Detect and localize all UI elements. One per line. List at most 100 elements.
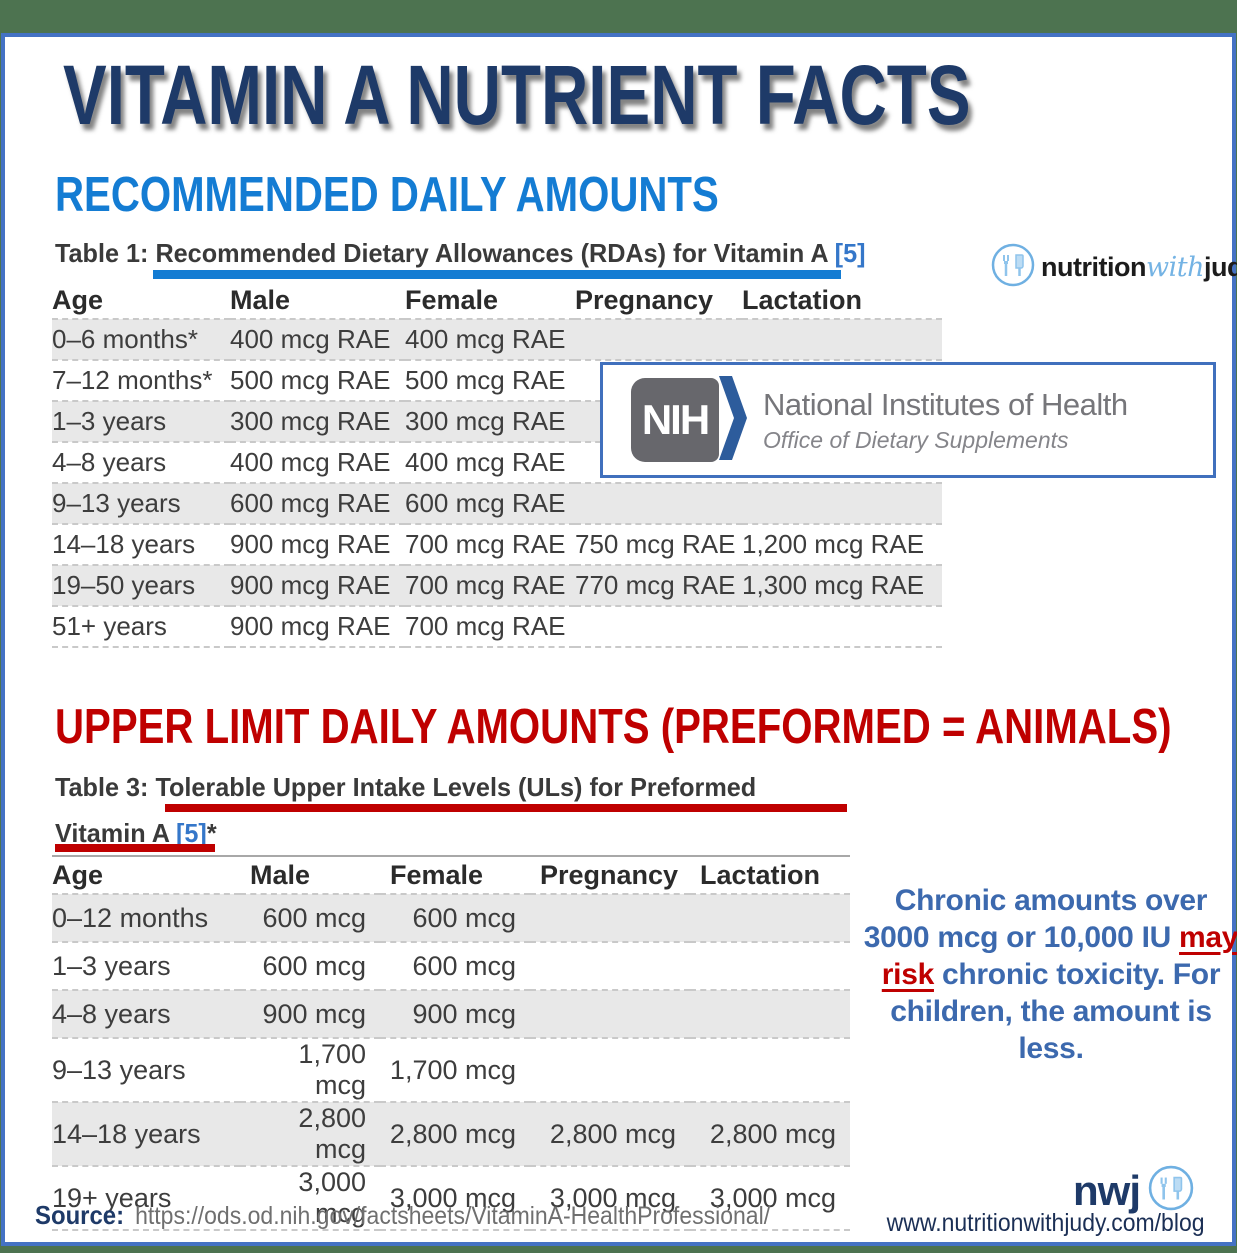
table3-title-line2: Vitamin A [5]*	[55, 818, 217, 849]
value-cell: 3,000 mcg	[240, 1165, 380, 1231]
value-cell: 600 mcg	[380, 893, 530, 942]
value-cell: 600 mcg	[380, 941, 530, 990]
source-label: Source:	[35, 1200, 125, 1230]
table1-title-main: Recommended Dietary Allowances (RDAs) fo…	[155, 238, 835, 268]
table3-title-underline-bar-2	[55, 844, 215, 852]
value-cell	[530, 941, 690, 990]
value-cell: 2,800 mcg	[530, 1101, 690, 1166]
value-cell: 2,800 mcg	[690, 1101, 850, 1166]
table-row: 9–13 years 600 mcg RAE 600 mcg RAE	[52, 482, 942, 524]
section-heading-recommended: RECOMMENDED DAILY AMOUNTS	[55, 168, 719, 222]
table-row: 0–6 months* 400 mcg RAE 400 mcg RAE	[52, 318, 942, 360]
age-cell: 19+ years	[52, 1165, 240, 1231]
brand-wordmark: nutritionwithjudy	[1041, 252, 1237, 283]
value-cell: 2,800 mcg	[240, 1101, 380, 1166]
nih-org-name: National Institutes of Health	[763, 386, 1128, 422]
table-row: 9–13 years 1,700 mcg 1,700 mcg	[52, 1037, 850, 1102]
value-cell: 900 mcg	[380, 989, 530, 1038]
table-row: 51+ years 900 mcg RAE 700 mcg RAE	[52, 605, 942, 648]
value-cell: 500 mcg RAE	[230, 359, 405, 401]
value-cell: 1,200 mcg RAE	[742, 523, 942, 565]
column-header: Lactation	[742, 285, 863, 315]
age-cell: 19–50 years	[52, 564, 230, 606]
value-cell: 1,700 mcg	[240, 1037, 380, 1102]
value-cell: 1,300 mcg RAE	[742, 564, 942, 606]
table3-title-line1: Table 3: Tolerable Upper Intake Levels (…	[55, 772, 756, 803]
table1-title: Table 1: Recommended Dietary Allowances …	[55, 238, 866, 269]
column-header: Age	[52, 855, 240, 894]
table-row: 0–12 months 600 mcg 600 mcg	[52, 893, 850, 942]
age-cell: 9–13 years	[52, 1037, 240, 1102]
value-cell	[690, 1037, 850, 1102]
table-row: 4–8 years 900 mcg 900 mcg	[52, 989, 850, 1038]
table-row: 19+ years 3,000 mcg 3,000 mcg 3,000 mcg 3,00…	[52, 1165, 850, 1231]
age-cell: 0–12 months	[52, 893, 240, 942]
value-cell: 600 mcg	[240, 941, 380, 990]
column-header: Pregnancy	[575, 285, 714, 315]
age-cell: 1–3 years	[52, 400, 230, 442]
value-cell	[530, 1037, 690, 1102]
value-cell	[742, 605, 942, 648]
value-cell: 700 mcg RAE	[405, 523, 575, 565]
value-cell: 3,000 mcg	[380, 1165, 530, 1231]
value-cell: 400 mcg RAE	[230, 441, 405, 483]
value-cell: 700 mcg RAE	[405, 564, 575, 606]
value-cell: 700 mcg RAE	[405, 605, 575, 648]
table1-title-prefix: Table 1:	[55, 238, 156, 268]
content-card: VITAMIN A NUTRIENT FACTS RECOMMENDED DAI…	[1, 33, 1237, 1246]
value-cell	[690, 989, 850, 1038]
header-row: Age Male Female Pregnancy Lactation	[52, 855, 850, 894]
brand-part-with: with	[1145, 252, 1205, 283]
age-cell: 4–8 years	[52, 441, 230, 483]
brand-part-nutrition: nutrition	[1041, 252, 1146, 282]
value-cell: 300 mcg RAE	[405, 400, 575, 442]
header-row: Age Male Female Pregnancy Lactation	[52, 283, 942, 319]
value-cell	[530, 989, 690, 1038]
value-cell: 3,000 mcg	[690, 1165, 850, 1231]
value-cell: 600 mcg	[240, 893, 380, 942]
value-cell	[690, 941, 850, 990]
value-cell: 2,800 mcg	[380, 1101, 530, 1166]
table-row: 1–3 years 600 mcg 600 mcg	[52, 941, 850, 990]
column-header: Lactation	[690, 855, 850, 894]
note-text-after: chronic toxicity. For children, the amou…	[890, 958, 1221, 1065]
brand-part-judy: judy	[1203, 252, 1237, 282]
value-cell: 3,000 mcg	[530, 1165, 690, 1231]
value-cell: 600 mcg RAE	[230, 482, 405, 524]
table3-title-main: Tolerable Upper Intake Levels (ULs) for …	[155, 772, 757, 802]
upper-limit-table: Age Male Female Pregnancy Lactation 0–12 mont…	[52, 855, 850, 1231]
table-row: 14–18 years 2,800 mcg 2,800 mcg 2,800 mcg 2,…	[52, 1101, 850, 1166]
nih-logo-box: NIH National Institutes of Health Office…	[600, 362, 1216, 478]
table1-title-reference: [5]	[834, 238, 866, 268]
value-cell: 600 mcg RAE	[405, 482, 575, 524]
source-line: Source: https://ods.od.nih.gov/factsheets…	[35, 1200, 770, 1231]
value-cell	[575, 482, 742, 524]
age-cell: 1–3 years	[52, 941, 240, 990]
value-cell: 400 mcg RAE	[405, 318, 575, 360]
age-cell: 7–12 months*	[52, 359, 230, 401]
value-cell	[742, 482, 942, 524]
source-url: https://ods.od.nih.gov/factsheets/Vitami…	[135, 1202, 771, 1230]
value-cell: 770 mcg RAE	[575, 564, 742, 606]
nih-acronym-badge: NIH	[631, 378, 719, 462]
value-cell: 900 mcg RAE	[230, 605, 405, 648]
utensils-icon	[1148, 1165, 1194, 1216]
value-cell	[575, 318, 742, 360]
section-heading-upper-limit: UPPER LIMIT DAILY AMOUNTS (PREFORMED = A…	[55, 700, 1172, 754]
value-cell: 1,700 mcg	[380, 1037, 530, 1102]
table-row: 19–50 years 900 mcg RAE 700 mcg RAE 770 mcg…	[52, 564, 942, 606]
age-cell: 51+ years	[52, 605, 230, 648]
chevron-right-icon	[719, 375, 747, 465]
column-header: Male	[240, 855, 380, 894]
value-cell: 900 mcg RAE	[230, 564, 405, 606]
value-cell	[742, 318, 942, 360]
age-cell: 14–18 years	[52, 1101, 240, 1166]
table-row: 14–18 years 900 mcg RAE 700 mcg RAE 750 mcg…	[52, 523, 942, 565]
note-highlight: may risk	[881, 921, 1237, 991]
utensils-icon	[991, 243, 1035, 292]
value-cell	[690, 893, 850, 942]
column-header: Female	[380, 855, 530, 894]
nih-office-name: Office of Dietary Supplements	[763, 426, 1069, 453]
column-header: Female	[405, 285, 499, 315]
age-cell: 4–8 years	[52, 989, 240, 1038]
